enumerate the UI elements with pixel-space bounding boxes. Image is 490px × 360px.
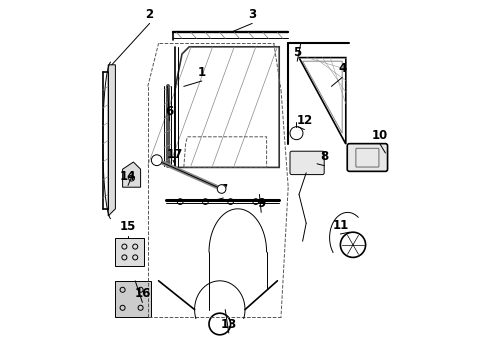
Text: 4: 4 — [338, 62, 346, 75]
FancyBboxPatch shape — [347, 144, 388, 171]
Text: 11: 11 — [332, 219, 348, 231]
Text: 7: 7 — [220, 183, 227, 195]
Text: 12: 12 — [296, 114, 313, 127]
Polygon shape — [108, 65, 116, 216]
Text: 8: 8 — [320, 150, 328, 163]
Polygon shape — [122, 162, 141, 187]
Text: 16: 16 — [134, 287, 150, 300]
Text: 14: 14 — [120, 170, 136, 183]
Text: 6: 6 — [165, 105, 173, 118]
Text: 9: 9 — [257, 197, 265, 210]
Text: 15: 15 — [120, 220, 136, 233]
Text: 10: 10 — [372, 129, 388, 141]
Text: 5: 5 — [293, 46, 301, 59]
FancyBboxPatch shape — [290, 151, 324, 175]
Text: 17: 17 — [167, 148, 183, 161]
Text: 2: 2 — [146, 8, 154, 21]
Text: 1: 1 — [198, 66, 206, 78]
Text: 3: 3 — [248, 8, 256, 21]
Circle shape — [151, 155, 162, 166]
Circle shape — [217, 185, 226, 193]
Polygon shape — [116, 281, 151, 317]
Polygon shape — [116, 238, 144, 266]
Text: 13: 13 — [220, 318, 237, 330]
